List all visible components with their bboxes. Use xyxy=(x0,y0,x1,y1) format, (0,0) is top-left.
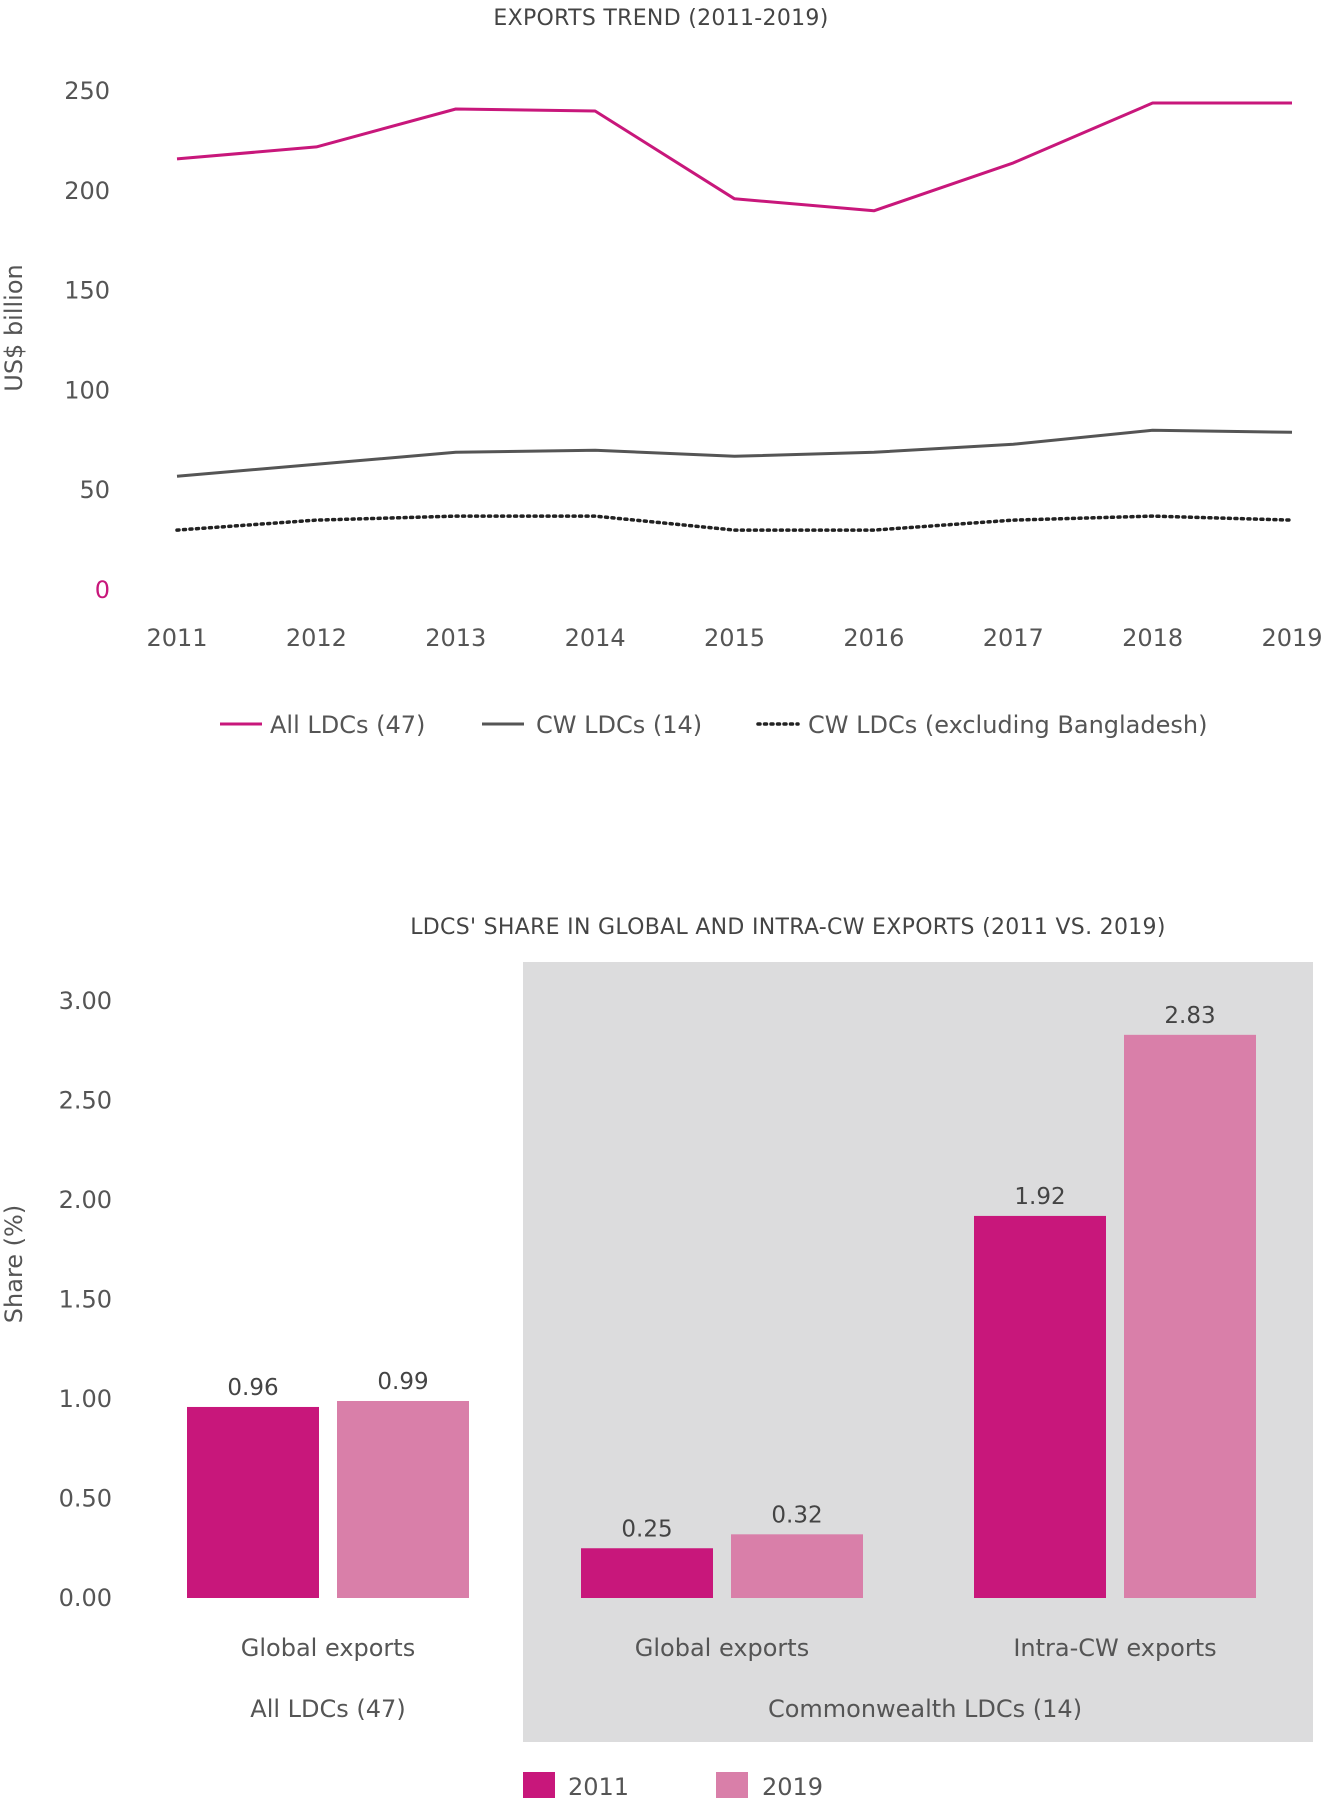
x-tick-label: 2015 xyxy=(704,624,765,652)
bar-2019-intra-cw-exports xyxy=(1124,1034,1256,1598)
x-tick-label: 2019 xyxy=(1261,624,1322,652)
bar-2011-global-exports xyxy=(581,1548,713,1598)
line-chart-x-ticks: 2011 2012 2013 2014 2015 2016 2017 2018 2019 xyxy=(146,624,1322,652)
y-tick-label: 100 xyxy=(64,376,110,404)
legend-label-cw-ldcs: CW LDCs (14) xyxy=(536,711,702,739)
legend-label-2011: 2011 xyxy=(568,1773,629,1801)
y-tick-label: 0.50 xyxy=(59,1485,112,1513)
category-label: Intra-CW exports xyxy=(1013,1634,1216,1662)
bar-2011-intra-cw-exports xyxy=(974,1215,1106,1598)
legend-label-2019: 2019 xyxy=(762,1773,823,1801)
legend-swatch-2011 xyxy=(523,1772,555,1798)
bar-chart-y-axis-label: Share (%) xyxy=(0,1205,28,1323)
y-tick-label: 3.00 xyxy=(59,987,112,1015)
series-line-cw-ldcs-14 xyxy=(176,428,1293,478)
y-tick-label: 1.00 xyxy=(59,1385,112,1413)
bar-2019-global-exports xyxy=(337,1400,469,1598)
x-tick-label: 2013 xyxy=(425,624,486,652)
y-tick-label: 1.50 xyxy=(59,1286,112,1314)
category-label: Global exports xyxy=(635,1634,809,1662)
x-tick-label: 2014 xyxy=(565,624,626,652)
group-label-commonwealth-ldcs: Commonwealth LDCs (14) xyxy=(768,1695,1082,1723)
legend-swatch-2019 xyxy=(716,1772,748,1798)
y-tick-label: 50 xyxy=(79,476,110,504)
legend-label-all-ldcs: All LDCs (47) xyxy=(270,711,425,739)
bar-value-label: 1.92 xyxy=(1014,1184,1065,1210)
bar-2011-global-exports xyxy=(187,1406,319,1598)
bar-chart-legend: 2011 2019 xyxy=(523,1772,823,1801)
line-chart-legend: All LDCs (47) CW LDCs (14) CW LDCs (excl… xyxy=(220,711,1207,739)
line-chart: EXPORTS TREND (2011-2019) US$ billion 0 5… xyxy=(0,6,1323,739)
legend-item-2011: 2011 xyxy=(523,1772,629,1801)
bar-value-label: 0.25 xyxy=(621,1516,672,1542)
y-tick-label: 150 xyxy=(64,277,110,305)
category-label: Global exports xyxy=(241,1634,415,1662)
y-tick-label: 200 xyxy=(64,177,110,205)
x-tick-label: 2018 xyxy=(1122,624,1183,652)
y-tick-label: 250 xyxy=(64,77,110,105)
series-line-cw-ldcs-excluding-bangladesh xyxy=(175,514,1294,532)
legend-item-all-ldcs: All LDCs (47) xyxy=(220,711,425,739)
x-tick-label: 2017 xyxy=(983,624,1044,652)
line-chart-y-ticks: 0 50 100 150 200 250 xyxy=(64,77,110,604)
bar-2019-global-exports xyxy=(731,1534,863,1598)
bar-value-label: 0.32 xyxy=(771,1502,822,1528)
bar-chart-y-ticks: 0.00 0.50 1.00 1.50 2.00 2.50 3.00 xyxy=(59,987,112,1612)
bar-value-label: 0.99 xyxy=(377,1369,428,1395)
legend-item-2019: 2019 xyxy=(716,1772,823,1801)
legend-item-cw-ldcs: CW LDCs (14) xyxy=(482,711,702,739)
x-tick-label: 2011 xyxy=(146,624,207,652)
x-tick-label: 2012 xyxy=(286,624,347,652)
line-chart-series xyxy=(175,101,1294,532)
y-tick-label: 0 xyxy=(95,576,110,604)
y-tick-label: 0.00 xyxy=(59,1584,112,1612)
line-chart-title: EXPORTS TREND (2011-2019) xyxy=(493,6,828,31)
line-chart-y-axis-label: US$ billion xyxy=(0,264,28,392)
bar-chart-category-labels: Global exports Global exports Intra-CW exp… xyxy=(241,1634,1217,1662)
bar-chart-bars: 0.96 0.25 1.92 0.99 0.32 2.83 xyxy=(187,1003,1256,1598)
y-tick-label: 2.00 xyxy=(59,1186,112,1214)
series-line-all-ldcs-47 xyxy=(176,101,1292,213)
legend-label-cw-ldcs-excl-bangladesh: CW LDCs (excluding Bangladesh) xyxy=(808,711,1207,739)
bar-chart: LDCS' SHARE IN GLOBAL AND INTRA-CW EXPOR… xyxy=(0,915,1313,1801)
group-label-all-ldcs: All LDCs (47) xyxy=(250,1695,405,1723)
bar-chart-title: LDCS' SHARE IN GLOBAL AND INTRA-CW EXPOR… xyxy=(410,915,1165,940)
bar-value-label: 0.96 xyxy=(227,1375,278,1401)
bar-value-label: 2.83 xyxy=(1164,1003,1215,1029)
x-tick-label: 2016 xyxy=(843,624,904,652)
legend-item-cw-ldcs-excl-bangladesh: CW LDCs (excluding Bangladesh) xyxy=(756,711,1207,739)
y-tick-label: 2.50 xyxy=(59,1087,112,1115)
